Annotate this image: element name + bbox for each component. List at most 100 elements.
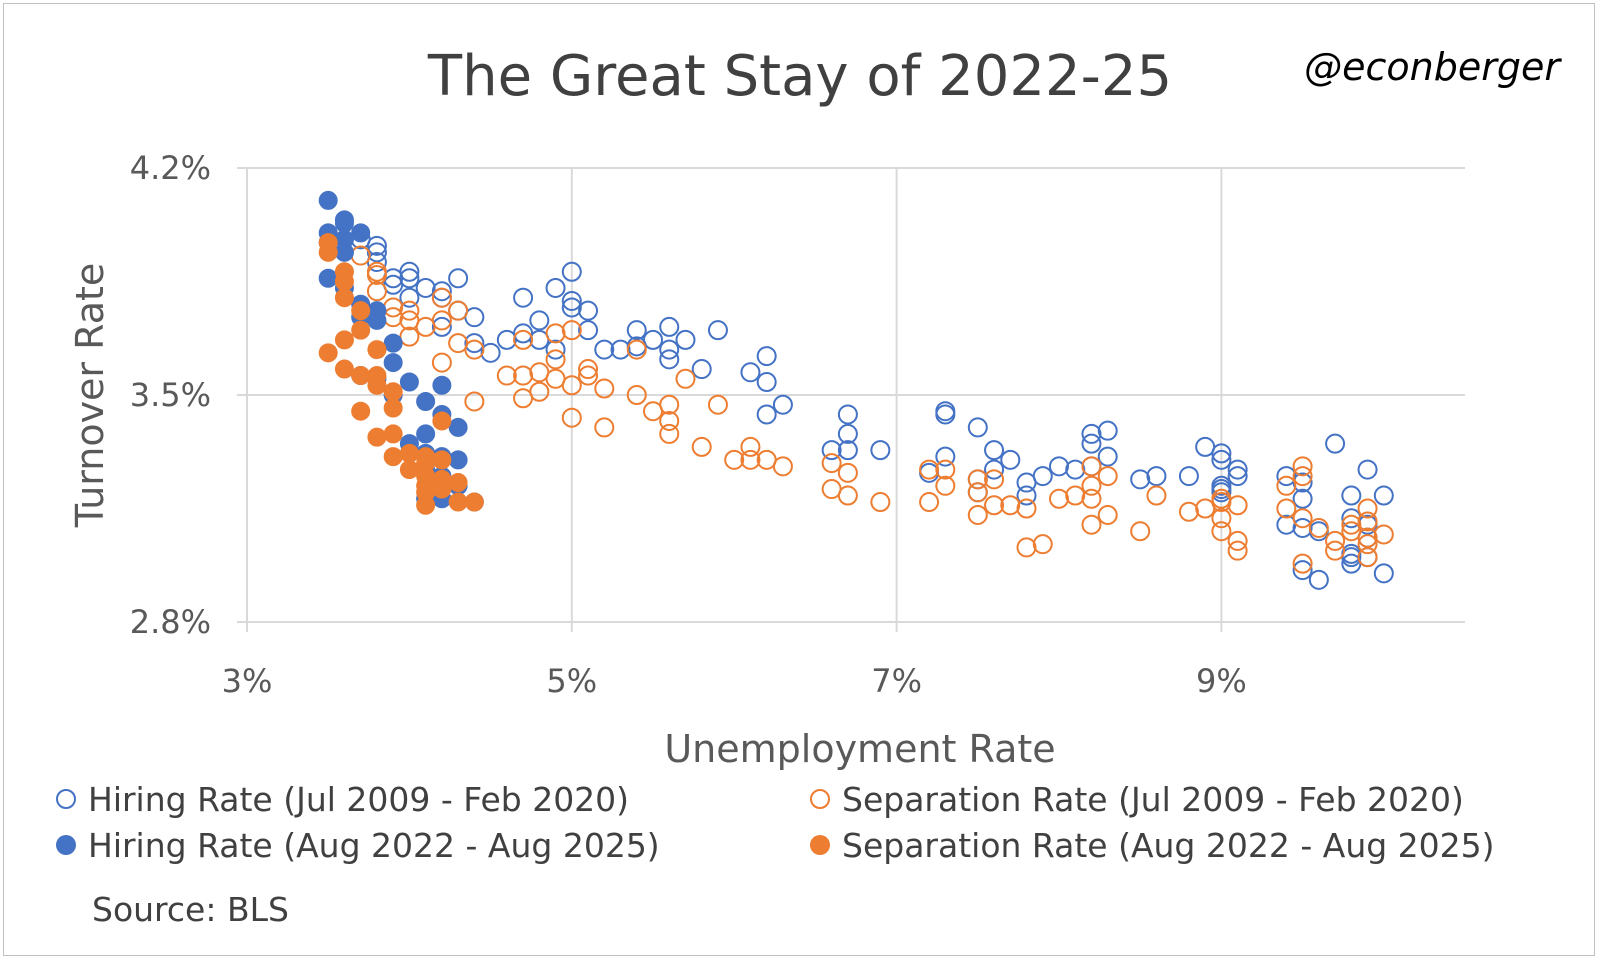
data-point-series-0 bbox=[578, 320, 599, 341]
data-point-series-2 bbox=[383, 353, 403, 373]
data-point-series-0 bbox=[870, 440, 891, 461]
data-point-series-1 bbox=[561, 320, 582, 341]
data-point-series-0 bbox=[675, 329, 696, 350]
data-point-series-1 bbox=[513, 388, 534, 409]
data-point-series-1 bbox=[870, 492, 891, 513]
author-credit: @econberger bbox=[1304, 45, 1560, 89]
data-point-series-1 bbox=[1325, 530, 1346, 551]
data-point-series-0 bbox=[480, 342, 501, 363]
data-point-series-0 bbox=[1357, 459, 1378, 480]
data-point-series-3 bbox=[432, 479, 452, 499]
data-point-series-1 bbox=[1097, 504, 1118, 525]
data-point-series-1 bbox=[821, 453, 842, 474]
data-point-series-0 bbox=[1049, 456, 1069, 477]
data-point-series-0 bbox=[1065, 459, 1086, 480]
data-point-series-1 bbox=[675, 368, 696, 389]
data-point-series-0 bbox=[448, 268, 469, 289]
data-point-series-0 bbox=[496, 329, 517, 350]
data-point-series-0 bbox=[1292, 488, 1313, 509]
data-point-series-0 bbox=[1292, 560, 1313, 581]
data-point-series-1 bbox=[1130, 521, 1151, 542]
data-point-series-0 bbox=[561, 290, 582, 311]
y-tick-label: 4.2% bbox=[130, 149, 211, 187]
data-point-series-0 bbox=[821, 440, 842, 461]
data-point-series-1 bbox=[1049, 488, 1069, 509]
data-point-series-0 bbox=[1325, 433, 1346, 454]
data-point-series-2 bbox=[448, 417, 468, 437]
data-point-series-0 bbox=[545, 339, 566, 360]
data-point-series-0 bbox=[399, 287, 420, 308]
data-point-series-1 bbox=[448, 333, 469, 354]
data-point-series-3 bbox=[334, 359, 354, 379]
data-point-series-1 bbox=[1178, 501, 1199, 522]
data-point-series-1 bbox=[399, 310, 420, 331]
data-point-series-3 bbox=[399, 460, 419, 480]
data-point-series-1 bbox=[594, 417, 615, 438]
gridlines bbox=[237, 167, 1465, 632]
data-point-series-3 bbox=[432, 411, 452, 431]
data-point-series-1 bbox=[1081, 475, 1102, 496]
data-point-series-1 bbox=[935, 459, 956, 480]
data-point-series-3 bbox=[448, 473, 468, 493]
data-point-series-1 bbox=[1276, 498, 1297, 519]
data-point-series-1 bbox=[967, 504, 988, 525]
x-tick-label: 7% bbox=[871, 662, 922, 700]
data-point-series-0 bbox=[659, 316, 680, 337]
chart-title: The Great Stay of 2022-25 bbox=[427, 44, 1173, 109]
data-point-series-2 bbox=[367, 310, 387, 330]
data-point-series-0 bbox=[464, 333, 485, 354]
data-point-series-1 bbox=[626, 385, 647, 405]
data-point-series-1 bbox=[1308, 517, 1329, 538]
data-point-series-1 bbox=[821, 479, 842, 500]
data-point-series-0 bbox=[1373, 563, 1394, 584]
source-note: Source: BLS bbox=[92, 890, 289, 929]
data-point-series-0 bbox=[431, 316, 452, 337]
data-point-series-1 bbox=[1211, 521, 1232, 542]
data-point-series-1 bbox=[967, 469, 988, 490]
data-point-series-1 bbox=[1032, 534, 1053, 555]
legend-item-separation-2009-2020: Separation Rate (Jul 2009 - Feb 2020) bbox=[810, 780, 1464, 819]
legend-item-separation-2022-2025: Separation Rate (Aug 2022 - Aug 2025) bbox=[810, 826, 1495, 865]
data-point-series-1 bbox=[1195, 498, 1216, 519]
data-point-series-0 bbox=[984, 459, 1005, 480]
data-point-series-1 bbox=[1146, 485, 1167, 506]
data-point-series-2 bbox=[416, 424, 436, 444]
data-point-series-1 bbox=[545, 349, 566, 370]
data-point-series-1 bbox=[935, 475, 956, 496]
data-point-series-0 bbox=[691, 359, 712, 380]
data-point-series-0 bbox=[1341, 485, 1362, 506]
filled-circle-marker-icon bbox=[810, 834, 830, 855]
data-point-series-1 bbox=[1292, 466, 1313, 487]
data-point-series-1 bbox=[740, 436, 761, 457]
data-point-series-1 bbox=[659, 410, 680, 431]
data-point-series-0 bbox=[561, 297, 582, 318]
data-point-series-0 bbox=[626, 320, 647, 341]
data-point-series-1 bbox=[1341, 514, 1362, 535]
data-point-series-1 bbox=[464, 391, 485, 412]
x-tick-label: 5% bbox=[546, 662, 597, 700]
data-point-series-3 bbox=[416, 495, 436, 515]
data-point-series-1 bbox=[643, 401, 663, 422]
data-point-series-1 bbox=[594, 378, 615, 399]
data-point-series-3 bbox=[416, 476, 436, 496]
data-point-series-0 bbox=[1097, 420, 1118, 441]
data-point-series-0 bbox=[513, 287, 534, 308]
data-point-series-3 bbox=[367, 340, 387, 360]
data-point-series-0 bbox=[1276, 466, 1297, 487]
data-point-series-3 bbox=[399, 443, 419, 463]
data-point-series-0 bbox=[1081, 423, 1102, 444]
data-point-series-1 bbox=[366, 265, 387, 286]
data-point-series-2 bbox=[432, 375, 452, 395]
data-point-series-0 bbox=[1097, 446, 1118, 467]
data-point-series-1 bbox=[431, 287, 452, 308]
data-point-series-3 bbox=[464, 492, 484, 512]
data-point-series-0 bbox=[561, 261, 582, 282]
data-point-series-3 bbox=[351, 401, 371, 421]
data-point-series-1 bbox=[1081, 488, 1102, 509]
chart-frame bbox=[3, 3, 1595, 956]
data-point-series-1 bbox=[1016, 537, 1037, 558]
data-point-series-2 bbox=[318, 268, 338, 288]
data-point-series-0 bbox=[935, 404, 956, 425]
data-point-series-1 bbox=[659, 423, 680, 444]
data-point-series-3 bbox=[367, 427, 387, 447]
